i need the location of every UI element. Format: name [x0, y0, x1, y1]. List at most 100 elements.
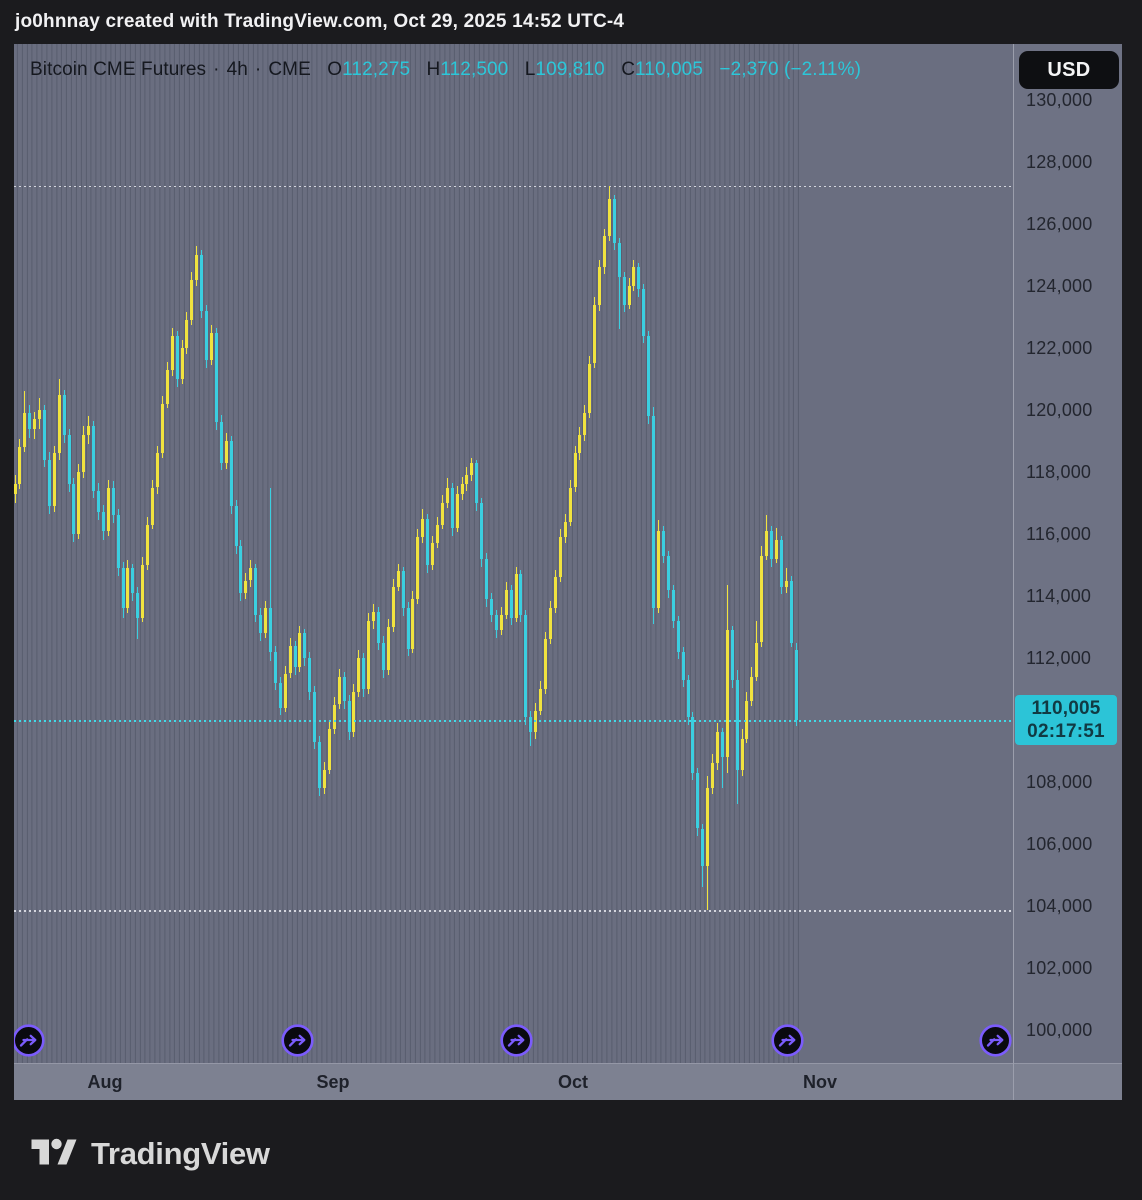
symbol-legend: Bitcoin CME Futures · 4h · CME O112,275 H112… [30, 59, 861, 81]
candle-down [97, 490, 100, 513]
candle-down [450, 487, 454, 528]
legend-high: H112,500 [426, 59, 509, 80]
month-label-sep: Sep [316, 1072, 350, 1092]
candle-down [293, 645, 297, 668]
candle-up [465, 475, 469, 485]
contract-change-icon [499, 1023, 533, 1057]
attribution-bar: jo0hnnay created with TradingView.com, O… [0, 0, 1142, 44]
candle-down [637, 267, 641, 290]
candle-down [519, 574, 523, 615]
candle-up [283, 673, 287, 708]
price-tick-label: 102,000 [1026, 958, 1093, 978]
candle-down [72, 484, 76, 534]
candle-up [337, 676, 341, 705]
candle-down [794, 649, 798, 720]
candle-down [426, 518, 430, 565]
candle-up [357, 658, 361, 693]
candle-down [303, 633, 307, 658]
currency-toggle-button[interactable]: USD [1019, 51, 1119, 89]
contract-change-marker[interactable] [499, 1023, 533, 1057]
candle-up [435, 524, 439, 544]
last-price-value: 110,005 [1031, 697, 1101, 719]
legend-separator: · [213, 59, 220, 80]
candle-up [244, 580, 248, 593]
legend-interval[interactable]: 4h [226, 59, 248, 80]
legend-symbol[interactable]: Bitcoin CME Futures [30, 59, 207, 80]
candle-up [750, 676, 754, 702]
contract-change-icon [280, 1023, 314, 1057]
candle-down [254, 568, 258, 615]
candle-wick-down [269, 487, 271, 662]
candle-up [706, 788, 710, 866]
price-reference-line [14, 185, 1013, 188]
candle-down [47, 459, 51, 507]
candle-up [470, 462, 474, 476]
candle-up [165, 369, 169, 404]
candle-down [622, 276, 626, 305]
candle-up [126, 568, 130, 609]
candle-up [539, 689, 543, 711]
candle-down [131, 568, 135, 593]
candle-up [160, 403, 164, 454]
contract-change-marker[interactable] [978, 1023, 1012, 1057]
candle-up [765, 530, 769, 556]
candle-down [42, 410, 46, 460]
legend-exchange: CME [268, 59, 311, 80]
candle-down [676, 620, 680, 652]
contract-change-marker[interactable] [14, 1023, 45, 1057]
candle-up [440, 503, 444, 525]
candle-up [774, 540, 778, 559]
price-tick-label: 124,000 [1026, 276, 1093, 296]
candle-down [308, 658, 312, 693]
candle-up [367, 620, 371, 689]
month-label-nov: Nov [802, 1072, 838, 1092]
last-price-line [14, 719, 1013, 722]
price-tick-label: 114,000 [1026, 586, 1092, 606]
candle-up [185, 320, 189, 348]
contract-change-marker[interactable] [280, 1023, 314, 1057]
candle-down [509, 589, 513, 618]
chart-pane[interactable]: Bitcoin CME Futures · 4h · CME O112,275 H112… [14, 44, 1013, 1063]
candle-down [205, 310, 209, 361]
price-tick-label: 116,000 [1026, 524, 1092, 544]
candle-up [38, 410, 42, 420]
contract-change-marker[interactable] [770, 1023, 804, 1057]
candle-down [318, 741, 322, 789]
candle-down [28, 413, 32, 429]
candle-up [411, 599, 415, 649]
contract-change-icon [14, 1023, 45, 1057]
candle-up [558, 537, 562, 578]
legend-low: L109,810 [524, 59, 605, 80]
candle-up [180, 348, 184, 379]
candle-down [401, 571, 405, 609]
time-axis[interactable]: Aug Sep Oct Nov [14, 1063, 1122, 1101]
candle-up [57, 394, 61, 454]
candle-up [607, 199, 611, 237]
candle-down [701, 828, 705, 866]
candle-up [249, 568, 253, 581]
candle-up [210, 332, 213, 361]
candle-down [696, 772, 700, 829]
candle-down [268, 608, 272, 652]
attribution-text: jo0hnnay created with TradingView.com, O… [15, 11, 625, 32]
candle-up [170, 335, 174, 370]
candle-down [111, 487, 115, 516]
candle-up [386, 627, 390, 671]
price-axis[interactable]: 130,000 128,000 126,000 124,000 122,000 120,0… [1013, 44, 1122, 1063]
tradingview-logo-text: TradingView [91, 1136, 270, 1171]
candle-down [691, 716, 695, 773]
month-label-aug: Aug [87, 1072, 123, 1092]
candle-down [485, 558, 489, 600]
candle-up [603, 236, 606, 268]
price-tick-label: 130,000 [1026, 90, 1093, 110]
candle-up [77, 472, 81, 534]
candle-down [377, 611, 381, 643]
candle-down [686, 679, 690, 717]
candle-up [327, 729, 331, 770]
candle-down [642, 289, 646, 336]
tradingview-logo[interactable]: TradingView [30, 1133, 270, 1175]
candle-down [92, 425, 96, 491]
price-tick-label: 104,000 [1026, 896, 1093, 916]
candle-up [445, 487, 449, 503]
candle-down [347, 701, 351, 733]
